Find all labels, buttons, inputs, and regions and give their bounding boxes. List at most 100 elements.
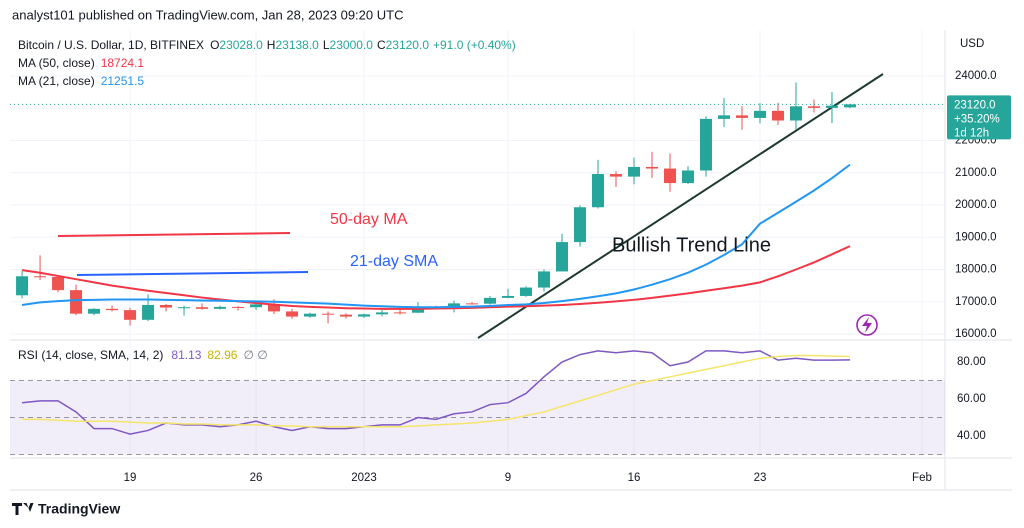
candle-body (88, 308, 101, 314)
last-price-countdown: 1d 12h (954, 127, 989, 139)
ma-line (21, 245, 851, 310)
change: +91.0 (+0.40%) (433, 38, 516, 52)
candle-body (178, 307, 191, 309)
logo-mark[interactable] (12, 503, 34, 515)
candle-body (663, 168, 676, 184)
candle-body (268, 304, 281, 312)
ohlc-key: H (267, 38, 276, 52)
rsi-title: RSI (14, close, SMA, 14, 2) (18, 348, 163, 362)
candle-body (807, 106, 820, 108)
rsi-extra: ∅ ∅ (243, 348, 267, 362)
candle-body (196, 307, 209, 309)
candle-body (735, 115, 748, 118)
sma-value: 82.96 (207, 348, 237, 362)
candle-body (232, 306, 245, 308)
ohlc-key: L (323, 38, 330, 52)
x-tick-label: Feb (912, 472, 932, 484)
candle-body (502, 295, 515, 298)
ma21-drawing (76, 271, 309, 276)
last-price-text: 23120.0 (954, 99, 996, 111)
ohlc-value: 23000.0 (330, 38, 374, 52)
candle-body (627, 166, 640, 177)
rsi-tick-label: 80.00 (957, 356, 986, 368)
candle-body (52, 276, 65, 291)
rsi-tick-label: 40.00 (957, 430, 986, 442)
currency: USD (960, 38, 984, 50)
plot-background (10, 30, 1012, 491)
candle-body (142, 304, 155, 320)
candle-body (843, 104, 856, 108)
candle-body (753, 110, 766, 118)
candle-body (376, 312, 389, 315)
ohlc-key: O (210, 38, 219, 52)
alert-bolt[interactable] (862, 317, 872, 333)
candle-body (214, 306, 227, 309)
x-tick-label: 9 (505, 472, 511, 484)
rsi-legend: RSI (14, close, SMA, 14, 2) 81.13 82.96 ∅ ∅ (18, 348, 268, 362)
ohlc-value: 23138.0 (275, 38, 319, 52)
rsi-line (22, 354, 850, 428)
candle-body (681, 170, 694, 184)
annotation: 50-day MA (330, 211, 408, 228)
candle-body (340, 314, 353, 317)
y-tick-label: 16000.0 (955, 328, 997, 340)
candle-body (484, 297, 497, 304)
candle-body (70, 290, 83, 314)
ma21-legend: MA (21, close) 21251.5 (18, 74, 144, 88)
x-tick-label: 2023 (351, 472, 377, 484)
candle-body (645, 166, 658, 169)
candle-body (34, 276, 47, 278)
legend-value: 18724.1 (101, 56, 145, 70)
x-tick-label: 26 (250, 472, 263, 484)
rsi-tick-label: 60.00 (957, 393, 986, 405)
candle-body (394, 312, 407, 314)
brand[interactable]: TradingView (38, 501, 120, 517)
plot-area (10, 73, 945, 435)
publish-info: analyst101 published on TradingView.com,… (12, 7, 403, 22)
ma50-legend: MA (50, close) 18724.1 (18, 56, 144, 70)
candle-body (16, 276, 29, 296)
candle-body (448, 303, 461, 308)
y-tick-label: 21000.0 (955, 167, 997, 179)
logo[interactable]: TradingView (12, 501, 120, 517)
y-tick-label: 17000.0 (955, 296, 997, 308)
annotation: 21-day SMA (350, 253, 438, 270)
ohlc-value: 23120.0 (386, 38, 430, 52)
candle-body (609, 174, 622, 177)
legend-name: MA (21, close) (18, 74, 95, 88)
candle-body (286, 311, 299, 317)
last-price-box (947, 95, 1011, 140)
ma50-drawing (57, 232, 291, 237)
x-tick-label: 19 (124, 472, 137, 484)
candle-body (789, 106, 802, 121)
candle-body (304, 313, 317, 317)
last-price-change: +35.20% (954, 113, 1000, 125)
ma-line (21, 163, 851, 309)
y-tick-label: 24000.0 (955, 70, 997, 82)
rsi-value: 81.13 (171, 348, 201, 362)
trend-line (477, 73, 884, 339)
candle-body (466, 303, 479, 305)
candle-body (160, 304, 173, 308)
candle-body (825, 105, 838, 108)
candle-body (717, 115, 730, 119)
x-tick-label: 23 (754, 472, 767, 484)
candle-body (322, 313, 335, 315)
legend-value: 21251.5 (101, 74, 145, 88)
rsi-line (21, 350, 850, 435)
candle-body (250, 304, 263, 308)
candle-body (106, 308, 119, 311)
y-tick-label: 18000.0 (955, 264, 997, 276)
candle-body (520, 287, 533, 296)
candle-body (358, 314, 371, 317)
ohlc-value: 23028.0 (219, 38, 263, 52)
candle-body (538, 271, 551, 288)
candle-body (591, 174, 604, 208)
ohlc-key: C (377, 38, 386, 52)
symbol-title: Bitcoin / U.S. Dollar, 1D, BITFINEX (18, 38, 204, 52)
candle-body (771, 110, 784, 121)
alert-icon[interactable] (856, 314, 878, 336)
legend-name: MA (50, close) (18, 56, 95, 70)
x-tick-label: 16 (628, 472, 641, 484)
candle-body (573, 207, 586, 243)
